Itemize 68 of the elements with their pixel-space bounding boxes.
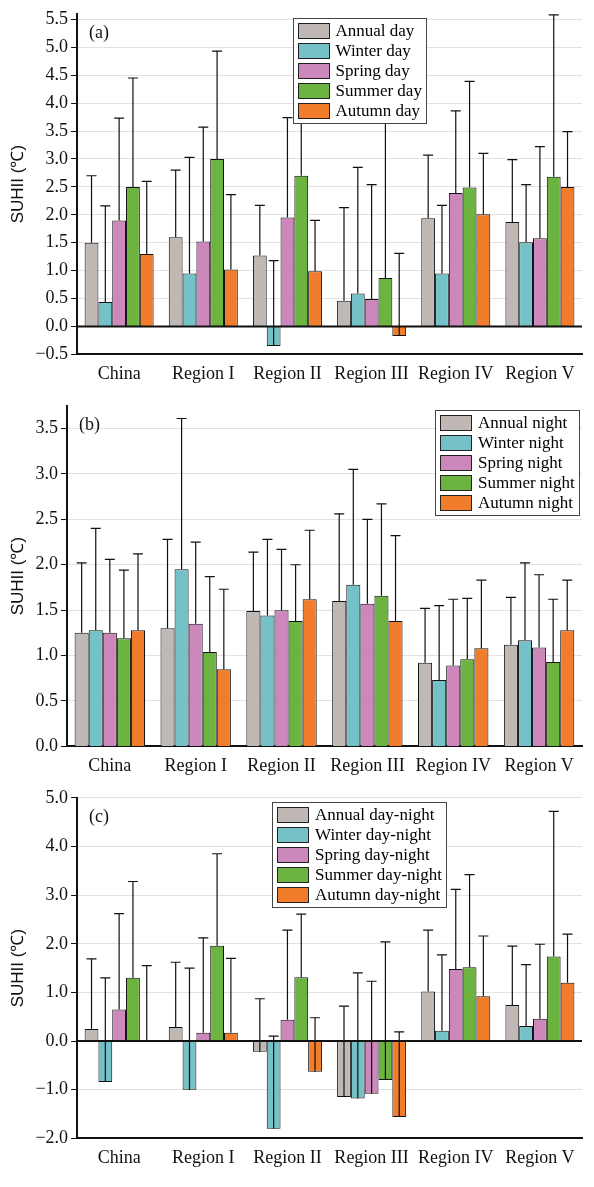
y-tick-label: 2.5 bbox=[45, 175, 69, 196]
x-tick-label: Region II bbox=[253, 1146, 322, 1167]
y-tick-label: 3.0 bbox=[45, 147, 69, 168]
y-tick-label: 0.0 bbox=[35, 735, 58, 756]
legend-label: Autumn day bbox=[335, 100, 421, 121]
x-tick-label: Region II bbox=[253, 362, 322, 383]
x-tick-label: Region I bbox=[172, 362, 235, 383]
x-tick-label: Region V bbox=[504, 754, 574, 775]
y-tick-label: 0.0 bbox=[45, 315, 69, 336]
x-tick-label: Region II bbox=[247, 754, 316, 775]
y-tick-label: 4.0 bbox=[45, 91, 69, 112]
legend-label: Winter night bbox=[478, 432, 564, 453]
y-tick-label: 4.0 bbox=[45, 835, 69, 856]
legend-label: Summer night bbox=[478, 472, 575, 493]
annotation: (a) bbox=[89, 21, 110, 43]
x-tick-label: Region IV bbox=[418, 362, 494, 383]
y-tick-label: 2.0 bbox=[45, 203, 69, 224]
x-tick-label: Region I bbox=[164, 754, 227, 775]
legend-label: Spring day bbox=[335, 60, 410, 81]
y-tick-label: 5.0 bbox=[45, 36, 69, 57]
legend-label: Autumn day-night bbox=[315, 884, 441, 905]
x-tick-label: Region III bbox=[330, 754, 405, 775]
x-tick-label: Region V bbox=[505, 1146, 575, 1167]
legend-label: Winter day bbox=[335, 40, 411, 61]
y-tick-label: 3.0 bbox=[45, 883, 69, 904]
legend-label: Autumn night bbox=[478, 492, 573, 513]
y-tick-label: 5.5 bbox=[45, 8, 69, 29]
legend-label: Annual day-night bbox=[315, 804, 435, 825]
y-tick-label: 0.5 bbox=[35, 689, 58, 710]
x-tick-label: Region V bbox=[505, 362, 575, 383]
x-tick-label: Region III bbox=[334, 362, 409, 383]
y-tick-label: 1.0 bbox=[45, 259, 69, 280]
y-tick-label: 0.5 bbox=[45, 287, 69, 308]
y-tick-label: 1.5 bbox=[45, 231, 69, 252]
x-tick-label: Region I bbox=[172, 1146, 235, 1167]
y-tick-label: 3.5 bbox=[35, 417, 58, 438]
x-tick-label: Region IV bbox=[415, 754, 491, 775]
legend-label: Summer day bbox=[335, 80, 422, 101]
y-tick-label: 2.5 bbox=[35, 508, 58, 529]
y-tick-label: 3.5 bbox=[45, 119, 69, 140]
legend-label: Annual day bbox=[335, 20, 415, 41]
annotation: (c) bbox=[89, 805, 110, 827]
legend-label: Spring night bbox=[478, 452, 563, 473]
y-axis-title: SUHII (℃) bbox=[7, 536, 27, 616]
y-tick-label: 1.0 bbox=[45, 981, 69, 1002]
x-tick-label: China bbox=[97, 362, 141, 383]
x-tick-label: Region IV bbox=[418, 1146, 494, 1167]
annotation: (b) bbox=[78, 413, 100, 435]
legend-label: Annual night bbox=[478, 412, 568, 433]
y-tick-label: −2.0 bbox=[35, 1127, 69, 1148]
y-tick-label: 4.5 bbox=[45, 63, 69, 84]
y-tick-label: 2.0 bbox=[35, 553, 58, 574]
legend-label: Summer day-night bbox=[315, 864, 443, 885]
y-tick-label: 0.0 bbox=[45, 1029, 69, 1050]
y-tick-label: 2.0 bbox=[45, 932, 69, 953]
y-tick-label: 1.0 bbox=[35, 644, 58, 665]
legend-label: Spring day-night bbox=[315, 844, 430, 865]
x-tick-label: China bbox=[97, 1146, 141, 1167]
y-tick-label: −0.5 bbox=[35, 343, 69, 364]
legend-label: Winter day-night bbox=[315, 824, 431, 845]
y-tick-label: 1.5 bbox=[35, 598, 58, 619]
y-axis-title: SUHII (℃) bbox=[7, 144, 27, 224]
y-axis-title: SUHII (℃) bbox=[7, 928, 27, 1008]
y-tick-label: 3.0 bbox=[35, 462, 58, 483]
x-tick-label: Region III bbox=[334, 1146, 409, 1167]
y-tick-label: 5.0 bbox=[45, 786, 69, 807]
x-tick-label: China bbox=[88, 754, 132, 775]
y-tick-label: −1.0 bbox=[35, 1078, 69, 1099]
